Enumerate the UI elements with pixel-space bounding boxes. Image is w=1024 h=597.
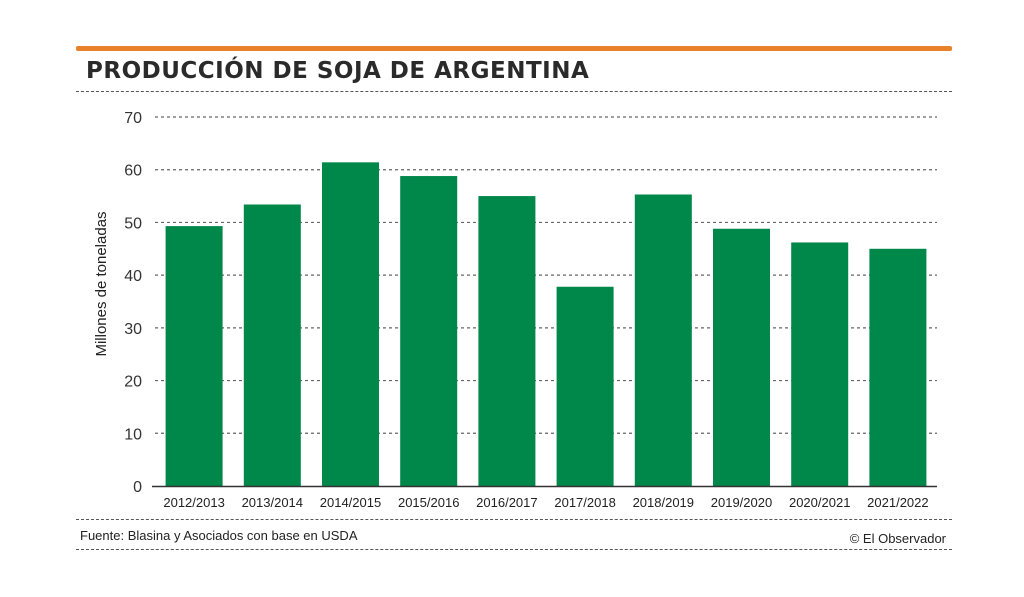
bars [165,162,927,487]
x-tick-label: 2014/2015 [320,495,381,510]
x-tick-label: 2013/2014 [242,495,303,510]
bar-2021-2022 [869,248,927,486]
y-tick-label: 60 [124,163,142,180]
source-note: Fuente: Blasina y Asociados con base en … [80,528,358,543]
y-tick-label: 30 [124,321,142,338]
x-tick-label: 2018/2019 [633,495,694,510]
y-tick-label: 40 [124,268,142,285]
x-tick-label: 2020/2021 [789,495,850,510]
x-axis-ticks: 2012/2013 2013/2014 2014/2015 2015/2016 2016… [163,495,928,510]
y-tick-label: 0 [133,479,142,496]
bar-2013-2014 [243,204,301,486]
x-tick-label: 2019/2020 [711,495,772,510]
x-tick-label: 2016/2017 [476,495,537,510]
x-tick-label: 2012/2013 [163,495,224,510]
x-tick-label: 2021/2022 [867,495,928,510]
x-tick-label: 2017/2018 [554,495,615,510]
bar-2016-2017 [478,196,536,487]
x-tick-label: 2015/2016 [398,495,459,510]
bar-2018-2019 [634,194,692,487]
bar-2014-2015 [322,162,379,486]
footer-divider-top [76,519,952,520]
copyright-credit: © El Observador [849,531,946,546]
bar-2015-2016 [400,176,458,487]
y-tick-label: 10 [124,426,142,443]
chart-title: PRODUCCIÓN DE SOJA DE ARGENTINA [86,58,590,84]
y-tick-label: 20 [124,374,142,391]
gridlines [155,116,937,434]
bar-2020-2021 [791,242,849,486]
title-divider [76,91,952,92]
bar-2019-2020 [713,228,770,487]
bar-2017-2018 [556,286,614,486]
bar-2012-2013 [165,226,223,486]
y-axis-label: Millones de toneladas [93,211,110,356]
top-accent-rule [76,46,952,51]
y-tick-label: 70 [124,110,142,127]
y-axis-ticks: 0 10 20 30 40 50 60 70 [124,110,142,496]
y-tick-label: 50 [124,215,142,232]
footer-divider-bottom [76,549,952,550]
